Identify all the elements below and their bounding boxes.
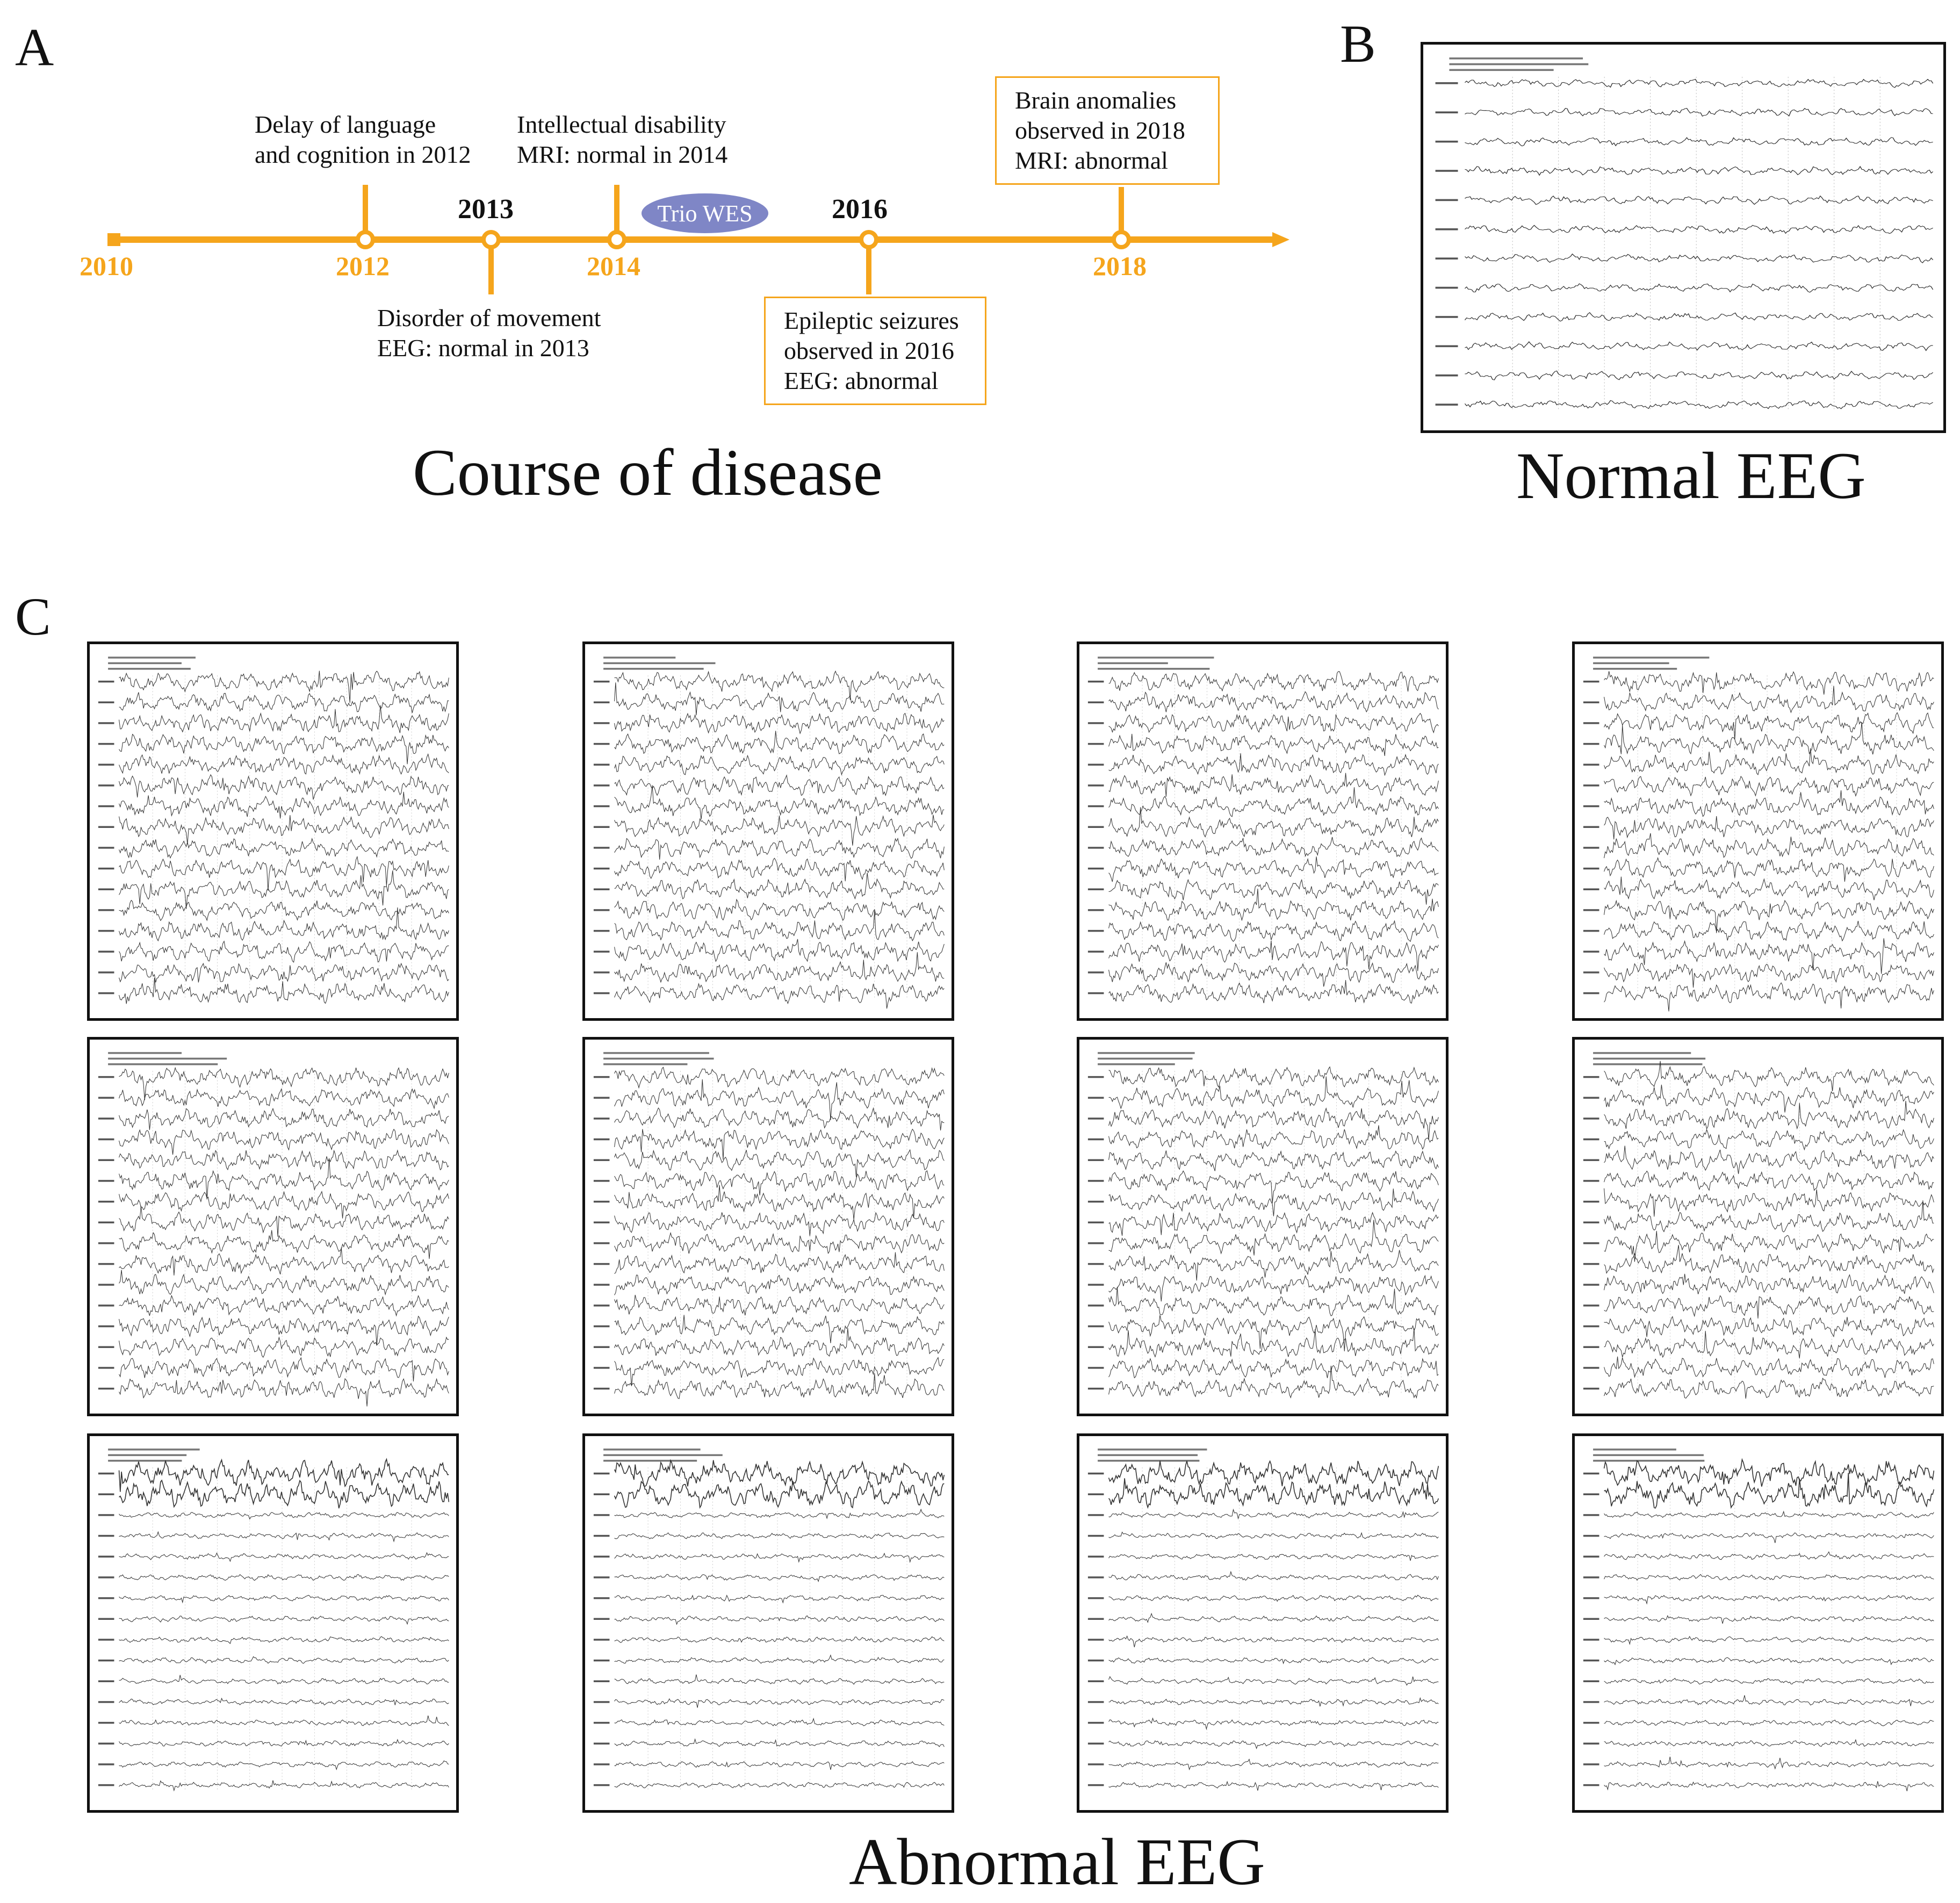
eeg-trace-plot <box>1435 57 1934 412</box>
course-of-disease-title: Course of disease <box>413 436 883 509</box>
eeg-trace-plot <box>593 1448 945 1792</box>
eeg-trace-plot <box>593 1052 945 1400</box>
event-epileptic-seizures-box: Epileptic seizures observed in 2016 EEG:… <box>764 297 986 405</box>
eeg-trace-plot <box>593 657 945 1009</box>
abnormal-eeg-image-3 <box>1077 641 1449 1021</box>
year-2018: 2018 <box>1093 251 1147 281</box>
abnormal-eeg-image-2 <box>582 641 954 1021</box>
timeline-axis <box>107 185 1289 294</box>
abnormal-eeg-title: Abnormal EEG <box>849 1825 1265 1899</box>
year-2012: 2012 <box>336 251 390 281</box>
timeline-start-marker <box>107 233 120 246</box>
normal-eeg-image <box>1421 42 1946 433</box>
event-brain-anomalies-box: Brain anomalies observed in 2018 MRI: ab… <box>995 76 1220 185</box>
timeline-node-2018 <box>1112 230 1131 249</box>
event-intellectual-disability: Intellectual disability MRI: normal in 2… <box>517 111 728 168</box>
trio-wes-badge: Trio WES <box>642 193 768 233</box>
normal-eeg-title: Normal EEG <box>1516 439 1866 513</box>
timeline-node-2012 <box>356 230 375 249</box>
eeg-trace-plot <box>1583 657 1934 1012</box>
eeg-trace-plot <box>1087 1052 1439 1399</box>
abnormal-eeg-image-6 <box>582 1037 954 1416</box>
year-2016: 2016 <box>832 194 888 225</box>
abnormal-eeg-image-4 <box>1572 641 1944 1021</box>
abnormal-eeg-image-7 <box>1077 1037 1449 1416</box>
timeline-node-2014 <box>607 230 626 249</box>
year-2013: 2013 <box>458 194 514 225</box>
eeg-trace-plot <box>1583 1052 1934 1399</box>
abnormal-eeg-image-11 <box>1077 1433 1449 1813</box>
event-movement-disorder: Disorder of movement EEG: normal in 2013 <box>377 304 601 362</box>
eeg-trace-plot <box>1087 657 1439 1004</box>
eeg-trace-plot <box>1087 1448 1439 1792</box>
eeg-trace-plot <box>98 657 449 1004</box>
abnormal-eeg-image-8 <box>1572 1037 1944 1416</box>
panel-letter-a: A <box>15 17 54 77</box>
abnormal-eeg-image-5 <box>87 1037 459 1416</box>
eeg-trace-plot <box>1583 1448 1935 1792</box>
eeg-trace-plot <box>98 1052 449 1407</box>
abnormal-eeg-image-12 <box>1572 1433 1944 1813</box>
panel-letter-c: C <box>15 587 51 646</box>
event-language-delay: Delay of language and cognition in 2012 <box>255 111 471 168</box>
eeg-trace-plot <box>98 1448 450 1792</box>
abnormal-eeg-image-10 <box>582 1433 954 1813</box>
year-2010: 2010 <box>80 251 133 281</box>
abnormal-eeg-image-9 <box>87 1433 459 1813</box>
timeline-node-2016 <box>859 230 878 249</box>
panel-letter-b: B <box>1340 14 1376 74</box>
abnormal-eeg-image-1 <box>87 641 459 1021</box>
year-2014: 2014 <box>587 251 640 281</box>
timeline-node-2013 <box>481 230 501 249</box>
